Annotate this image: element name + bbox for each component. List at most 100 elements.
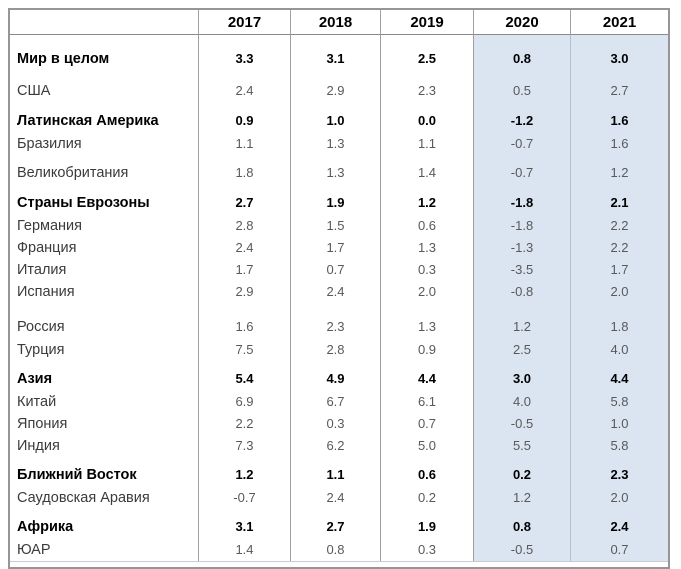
row-label: Великобритания [17,165,129,181]
table-row: Италия 1.7 0.7 0.3 -3.5 1.7 [10,259,668,281]
value-cell: 2.0 [570,487,668,509]
value-cell: 1.8 [198,155,290,185]
value-cell: 2.3 [290,303,380,339]
value-cell: 2.4 [290,487,380,509]
row-label: Франция [17,240,77,256]
value-cell: 1.3 [380,303,473,339]
header-year-2020: 2020 [473,10,570,35]
value-cell: 2.7 [198,185,290,215]
value-cell: 1.3 [290,155,380,185]
table-row: Испания 2.9 2.4 2.0 -0.8 2.0 [10,281,668,303]
value-cell: 1.5 [290,215,380,237]
value-cell: 1.0 [570,413,668,435]
value-cell: 1.2 [198,457,290,487]
value-cell: -1.8 [473,215,570,237]
row-label: Бразилия [17,136,82,152]
table-row: Саудовская Аравия -0.7 2.4 0.2 1.2 2.0 [10,487,668,509]
table-body: Мир в целом 3.3 3.1 2.5 0.8 3.0 США 2.4 2.9 2.3 0.… [10,35,668,562]
value-cell: 7.3 [198,435,290,457]
value-cell: -0.5 [473,539,570,561]
value-cell: 0.6 [380,457,473,487]
table-row: Ближний Восток 1.2 1.1 0.6 0.2 2.3 [10,457,668,487]
value-cell: 0.7 [570,539,668,561]
value-cell: 5.8 [570,391,668,413]
value-cell: 2.8 [290,339,380,361]
value-cell: 6.2 [290,435,380,457]
value-cell: 6.7 [290,391,380,413]
value-cell: 2.5 [380,35,473,73]
table-row: США 2.4 2.9 2.3 0.5 2.7 [10,73,668,103]
row-label: Ближний Восток [17,467,137,483]
row-label: Россия [17,319,65,335]
value-cell: 1.6 [570,133,668,155]
value-cell: 1.4 [198,539,290,561]
value-cell: 0.8 [473,35,570,73]
value-cell: 1.6 [198,303,290,339]
table-row: Латинская Америка 0.9 1.0 0.0 -1.2 1.6 [10,103,668,133]
value-cell: 3.1 [198,509,290,539]
value-cell: 4.4 [570,361,668,391]
value-cell: 2.3 [570,457,668,487]
value-cell: 2.0 [380,281,473,303]
table-row: Япония 2.2 0.3 0.7 -0.5 1.0 [10,413,668,435]
value-cell: 6.9 [198,391,290,413]
value-cell: 2.9 [290,73,380,103]
value-cell: 0.9 [198,103,290,133]
value-cell: 0.3 [290,413,380,435]
row-label: Африка [17,519,74,535]
value-cell: 6.1 [380,391,473,413]
header-year-2021: 2021 [570,10,668,35]
value-cell: 3.3 [198,35,290,73]
value-cell: -3.5 [473,259,570,281]
row-label: Мир в целом [17,51,110,67]
value-cell: 0.6 [380,215,473,237]
header-year-2017: 2017 [198,10,290,35]
value-cell: 1.2 [473,303,570,339]
value-cell: 5.4 [198,361,290,391]
value-cell: 4.4 [380,361,473,391]
row-label: ЮАР [17,542,51,558]
table-row: Германия 2.8 1.5 0.6 -1.8 2.2 [10,215,668,237]
row-label: Германия [17,218,83,234]
row-label: Индия [17,438,60,454]
value-cell: -0.8 [473,281,570,303]
value-cell: -0.7 [473,133,570,155]
value-cell: -0.7 [198,487,290,509]
value-cell: 1.3 [290,133,380,155]
value-cell: 0.3 [380,539,473,561]
table-row: Индия 7.3 6.2 5.0 5.5 5.8 [10,435,668,457]
row-label: Китай [17,394,57,410]
value-cell: 2.2 [570,215,668,237]
row-label: Италия [17,262,67,278]
value-cell: 0.3 [380,259,473,281]
table-header-row: 2017 2018 2019 2020 2021 [10,10,668,35]
value-cell: 1.1 [290,457,380,487]
value-cell: 2.8 [198,215,290,237]
value-cell: -0.7 [473,155,570,185]
table-row: Франция 2.4 1.7 1.3 -1.3 2.2 [10,237,668,259]
header-year-2018: 2018 [290,10,380,35]
value-cell: 0.8 [473,509,570,539]
value-cell: 0.7 [380,413,473,435]
value-cell: 1.2 [570,155,668,185]
value-cell: 1.6 [570,103,668,133]
value-cell: 0.7 [290,259,380,281]
value-cell: 2.3 [380,73,473,103]
value-cell: 4.9 [290,361,380,391]
value-cell: 2.7 [570,73,668,103]
value-cell: 2.5 [473,339,570,361]
value-cell: 1.9 [380,509,473,539]
header-empty-cell [10,10,198,35]
value-cell: 1.7 [570,259,668,281]
table-row: ЮАР 1.4 0.8 0.3 -0.5 0.7 [10,539,668,561]
value-cell: 5.0 [380,435,473,457]
value-cell: 7.5 [198,339,290,361]
value-cell: 0.2 [473,457,570,487]
value-cell: 3.0 [473,361,570,391]
value-cell: 2.0 [570,281,668,303]
table-row: Турция 7.5 2.8 0.9 2.5 4.0 [10,339,668,361]
value-cell: 1.0 [290,103,380,133]
value-cell: 2.4 [570,509,668,539]
value-cell: 4.0 [473,391,570,413]
value-cell: 5.5 [473,435,570,457]
